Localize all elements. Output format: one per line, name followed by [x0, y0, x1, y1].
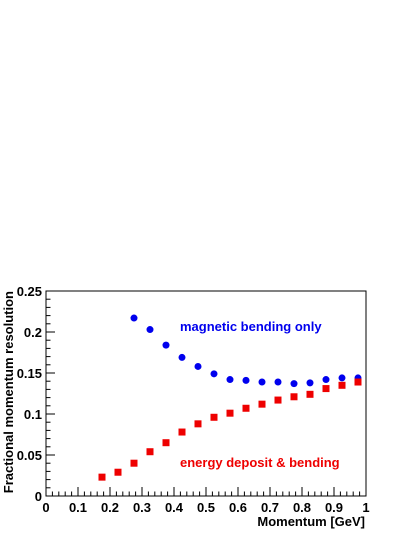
y-tick-label: 0.1 — [24, 407, 42, 422]
point-energy-deposit — [130, 459, 138, 467]
point-energy-deposit — [226, 409, 234, 417]
point-magnetic-bending — [242, 376, 250, 384]
point-magnetic-bending — [306, 379, 314, 387]
y-tick-label: 0.05 — [17, 448, 42, 463]
x-tick-label: 0.9 — [325, 500, 343, 515]
y-axis-tick-labels: 0 0.05 0.1 0.15 0.2 0.25 — [17, 284, 42, 504]
x-tick-label: 1 — [362, 500, 369, 515]
point-magnetic-bending — [130, 314, 138, 322]
point-magnetic-bending — [338, 374, 346, 382]
y-axis-label: Fractional momentum resolution — [1, 291, 16, 493]
point-magnetic-bending — [322, 376, 330, 384]
point-magnetic-bending — [178, 353, 186, 361]
point-energy-deposit — [162, 439, 170, 447]
point-magnetic-bending — [290, 380, 298, 388]
series-label-energy-deposit: energy deposit & bending — [180, 455, 340, 470]
point-energy-deposit — [210, 413, 218, 421]
point-energy-deposit — [322, 385, 330, 393]
point-magnetic-bending — [274, 378, 282, 386]
point-magnetic-bending — [194, 362, 202, 370]
point-magnetic-bending — [146, 326, 154, 334]
point-energy-deposit — [194, 420, 202, 428]
y-tick-label: 0 — [35, 489, 42, 504]
x-tick-label: 0.6 — [229, 500, 247, 515]
x-tick-label: 0.2 — [101, 500, 119, 515]
point-energy-deposit — [338, 381, 346, 389]
x-tick-label: 0.8 — [293, 500, 311, 515]
point-energy-deposit — [290, 393, 298, 401]
point-magnetic-bending — [258, 378, 266, 386]
x-axis-tick-labels: 0 0.1 0.2 0.3 0.4 0.5 0.6 0.7 0.8 0.9 1 — [42, 500, 369, 515]
point-energy-deposit — [354, 378, 362, 386]
x-tick-label: 0.3 — [133, 500, 151, 515]
x-tick-label: 0.7 — [261, 500, 279, 515]
point-energy-deposit — [274, 396, 282, 404]
x-tick-label: 0 — [42, 500, 49, 515]
x-tick-label: 0.1 — [69, 500, 87, 515]
point-energy-deposit — [178, 428, 186, 436]
point-magnetic-bending — [226, 376, 234, 384]
point-magnetic-bending — [162, 341, 170, 349]
data-marks — [98, 314, 362, 481]
x-tick-label: 0.5 — [197, 500, 215, 515]
point-energy-deposit — [146, 448, 154, 456]
y-tick-label: 0.2 — [24, 325, 42, 340]
x-axis-ticks — [45, 487, 367, 496]
y-axis-ticks — [46, 290, 55, 497]
y-tick-label: 0.25 — [17, 284, 42, 299]
series-label-magnetic-bending: magnetic bending only — [180, 319, 322, 334]
x-tick-label: 0.4 — [165, 500, 184, 515]
y-tick-label: 0.15 — [17, 366, 42, 381]
point-energy-deposit — [242, 404, 250, 412]
x-axis-label: Momentum [GeV] — [257, 514, 365, 529]
point-energy-deposit — [306, 390, 314, 398]
point-energy-deposit — [114, 468, 122, 476]
point-energy-deposit — [258, 400, 266, 408]
point-magnetic-bending — [210, 370, 218, 378]
point-energy-deposit — [98, 473, 106, 481]
